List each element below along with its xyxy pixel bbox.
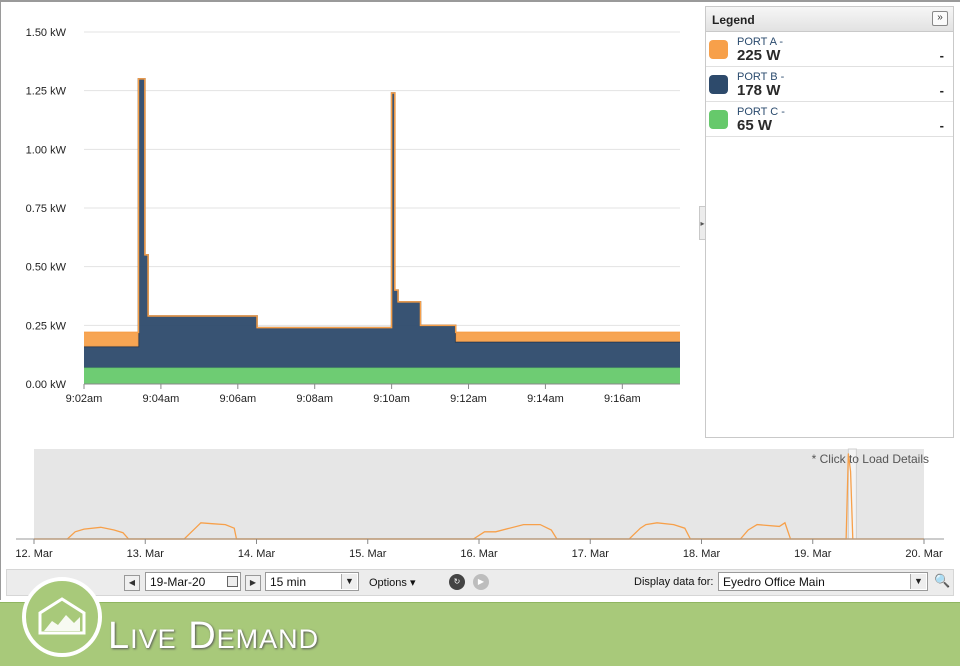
legend-title: Legend xyxy=(712,13,755,27)
interval-select[interactable]: 15 min ▼ xyxy=(265,572,359,591)
legend-item-name: PORT C - xyxy=(737,106,785,118)
series-line-port-a xyxy=(84,78,680,334)
x-tick-label: 9:10am xyxy=(373,393,410,405)
date-field[interactable]: 19-Mar-20 xyxy=(145,572,241,591)
y-tick-label: 0.50 kW xyxy=(26,262,67,274)
top-border xyxy=(0,0,960,2)
series-area-port-c xyxy=(84,367,680,384)
legend-header: Legend » xyxy=(706,7,953,32)
legend-collapse-handle[interactable]: ▸ xyxy=(699,206,705,240)
legend-item-name: PORT B - xyxy=(737,71,785,83)
navigator-tick-label: 18. Mar xyxy=(683,548,721,560)
legend-item-port-c[interactable]: PORT C - 65 W - xyxy=(706,102,953,137)
legend-panel: Legend » PORT A - 225 W - PORT B - 178 W… xyxy=(705,6,954,438)
x-tick-label: 9:04am xyxy=(143,393,180,405)
refresh-icon[interactable]: ↻ xyxy=(449,574,465,590)
chevron-down-icon: ▼ xyxy=(341,574,357,589)
legend-swatch-port-a xyxy=(709,40,728,59)
chart-toolbar: ◀ 19-Mar-20 ▶ 15 min ▼ Options ▾ ↻ ▶ Dis… xyxy=(6,569,954,596)
navigator-tick-label: 12. Mar xyxy=(15,548,53,560)
x-tick-label: 9:06am xyxy=(219,393,256,405)
x-tick-label: 9:02am xyxy=(66,393,103,405)
legend-expand-icon[interactable]: » xyxy=(932,11,948,26)
interval-select-value: 15 min xyxy=(270,575,307,589)
legend-item-port-a[interactable]: PORT A - 225 W - xyxy=(706,32,953,67)
calendar-icon[interactable] xyxy=(227,576,238,587)
navigator-tick-label: 14. Mar xyxy=(238,548,276,560)
click-to-load-details-link[interactable]: * Click to Load Details xyxy=(812,452,929,466)
x-tick-label: 9:16am xyxy=(604,393,641,405)
options-menu[interactable]: Options ▾ xyxy=(369,577,416,589)
meter-select[interactable]: Eyedro Office Main ▼ xyxy=(718,572,928,591)
date-navigator-chart[interactable]: 12. Mar 13. Mar 14. Mar 15. Mar 16. Mar 17. M… xyxy=(0,440,960,565)
legend-item-port-b[interactable]: PORT B - 178 W - xyxy=(706,67,953,102)
zoom-search-icon[interactable]: 🔍 xyxy=(934,573,951,588)
chevron-down-icon: ▼ xyxy=(910,574,926,589)
navigator-tick-label: 16. Mar xyxy=(460,548,498,560)
legend-item-dash: - xyxy=(939,48,944,63)
live-demand-chart[interactable]: 0.00 kW 0.25 kW 0.50 kW 0.75 kW 1.00 kW 1.25 … xyxy=(0,0,700,420)
play-icon[interactable]: ▶ xyxy=(473,574,489,590)
navigator-tick-label: 19. Mar xyxy=(794,548,832,560)
y-tick-label: 0.00 kW xyxy=(26,379,67,391)
display-data-label: Display data for: xyxy=(634,576,714,588)
x-tick-label: 9:14am xyxy=(527,393,564,405)
navigator-tick-label: 17. Mar xyxy=(572,548,610,560)
app-logo xyxy=(22,577,102,657)
legend-item-dash: - xyxy=(939,118,944,133)
legend-swatch-port-b xyxy=(709,75,728,94)
house-chart-icon xyxy=(38,597,86,635)
series-area-port-b xyxy=(84,78,680,368)
navigator-tick-label: 20. Mar xyxy=(905,548,943,560)
previous-date-button[interactable]: ◀ xyxy=(124,575,140,591)
y-tick-label: 1.25 kW xyxy=(26,86,67,98)
y-tick-label: 1.50 kW xyxy=(26,27,67,39)
x-tick-label: 9:08am xyxy=(296,393,333,405)
legend-item-dash: - xyxy=(939,83,944,98)
x-tick-label: 9:12am xyxy=(450,393,487,405)
meter-select-value: Eyedro Office Main xyxy=(723,575,825,589)
navigator-background xyxy=(34,449,924,539)
y-tick-label: 0.75 kW xyxy=(26,203,67,215)
series-area-port-a xyxy=(84,78,680,347)
legend-item-value: 225 W xyxy=(737,47,781,64)
page-title: Live Demand xyxy=(108,615,320,657)
next-date-button[interactable]: ▶ xyxy=(245,575,261,591)
series-line-port-b xyxy=(84,78,680,348)
left-border xyxy=(0,0,1,600)
date-field-value: 19-Mar-20 xyxy=(150,575,206,589)
y-tick-label: 1.00 kW xyxy=(26,144,67,156)
legend-item-value: 178 W xyxy=(737,82,781,99)
legend-item-value: 65 W xyxy=(737,117,773,134)
legend-swatch-port-c xyxy=(709,110,728,129)
legend-item-name: PORT A - xyxy=(737,36,784,48)
navigator-tick-label: 15. Mar xyxy=(349,548,387,560)
page-banner: Live Demand xyxy=(0,577,960,666)
navigator-tick-label: 13. Mar xyxy=(127,548,165,560)
y-tick-label: 0.25 kW xyxy=(26,320,67,332)
